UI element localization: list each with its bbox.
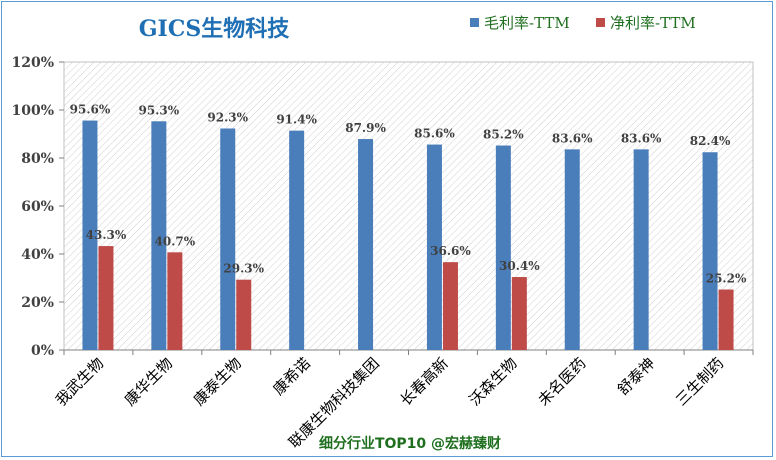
label-layer: 95.6% 95.3% 92.3% 91.4% 87.9% 85.6% 85.2% 83.6%… [70, 103, 747, 286]
x-category-label: 康华生物 [121, 354, 176, 409]
y-tick-label: 80% [21, 151, 54, 167]
data-label-gross-margin: 95.6% [70, 103, 111, 117]
bar-gross-margin [495, 145, 511, 350]
bar-gross-margin [151, 121, 167, 350]
x-category-label: 康希诺 [269, 354, 314, 399]
y-tick-label: 20% [21, 295, 54, 311]
data-label-gross-margin: 85.2% [483, 128, 524, 142]
bar-gross-margin [426, 144, 442, 350]
legend-swatch-net-margin [596, 18, 605, 27]
y-tick-label: 40% [21, 247, 54, 263]
bar-net-margin [718, 289, 734, 350]
data-label-gross-margin: 85.6% [414, 127, 455, 141]
data-label-gross-margin: 87.9% [345, 121, 386, 135]
x-category-label: 舒泰神 [614, 354, 659, 399]
data-label-gross-margin: 83.6% [552, 131, 593, 145]
bar-gross-margin [289, 130, 305, 350]
legend-swatch-gross-margin [470, 18, 479, 27]
bar-gross-margin [702, 152, 718, 350]
data-label-gross-margin: 91.4% [276, 113, 317, 127]
bar-net-margin [98, 246, 114, 350]
bar-net-margin [442, 262, 458, 350]
data-label-gross-margin: 95.3% [139, 103, 180, 117]
data-label-net-margin: 25.2% [706, 272, 747, 286]
x-category-label: 沃森生物 [466, 354, 521, 409]
data-label-net-margin: 30.4% [499, 259, 540, 273]
data-label-net-margin: 29.3% [223, 262, 264, 276]
bar-gross-margin [633, 149, 649, 350]
x-category-label: 长春高新 [397, 354, 452, 409]
data-label-gross-margin: 92.3% [207, 110, 248, 124]
chart-title: GICS生物科技 [139, 16, 290, 42]
data-label-gross-margin: 82.4% [690, 134, 731, 148]
bar-gross-margin [358, 139, 374, 350]
y-tick-label: 60% [21, 199, 54, 215]
bar-net-margin [167, 252, 183, 350]
legend-label-gross-margin: 毛利率-TTM [484, 14, 570, 32]
legend: 毛利率-TTM 净利率-TTM [470, 14, 696, 32]
x-category-label: 康泰生物 [190, 354, 245, 409]
bar-gross-margin [82, 120, 98, 350]
x-category-label: 我武生物 [52, 354, 107, 409]
bar-gross-margin [220, 128, 236, 350]
y-tick-label: 120% [11, 55, 54, 71]
data-label-net-margin: 43.3% [86, 228, 127, 242]
y-tick-label: 100% [11, 103, 54, 119]
y-tick-label: 0% [31, 343, 54, 359]
bar-net-margin [236, 279, 252, 350]
footer-caption: 细分行业TOP10 @宏赫臻财 [319, 435, 501, 452]
x-category-label: 未名医药 [534, 354, 589, 409]
data-label-gross-margin: 83.6% [621, 131, 662, 145]
bar-layer [82, 120, 734, 350]
bar-gross-margin [564, 149, 580, 350]
data-label-net-margin: 36.6% [430, 244, 471, 258]
data-label-net-margin: 40.7% [155, 234, 196, 248]
x-category-label: 三生制药 [672, 354, 727, 409]
legend-label-net-margin: 净利率-TTM [610, 14, 696, 32]
bar-net-margin [511, 277, 527, 350]
